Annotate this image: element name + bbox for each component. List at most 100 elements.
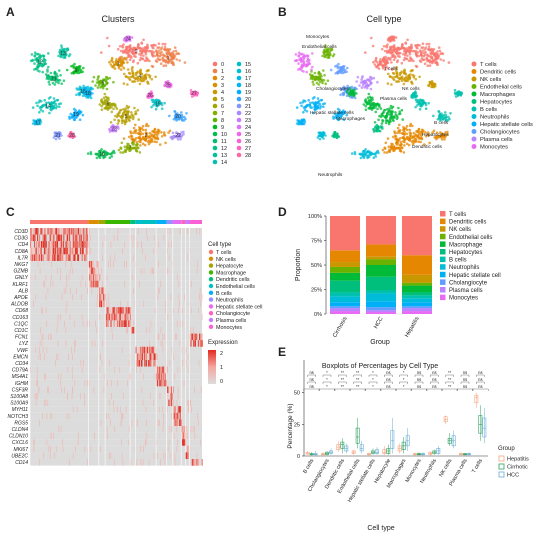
heatmap-cell: [82, 254, 83, 261]
cluster-blob: [65, 62, 85, 75]
bar-segment: [330, 306, 360, 309]
umap-point: [101, 82, 104, 85]
heatmap-cell: [91, 340, 93, 347]
umap-point: [173, 46, 177, 49]
heatmap-cell: [108, 307, 110, 314]
umap-point: [369, 81, 373, 85]
heatmap-cell: [51, 261, 52, 268]
umap-point: [149, 92, 153, 96]
umap-point: [139, 47, 143, 51]
umap-point: [133, 54, 136, 58]
heatmap-cell: [107, 320, 109, 327]
heatmap-cell: [194, 333, 195, 341]
heatmap-cell: [157, 333, 159, 341]
heatmap-cell: [96, 261, 97, 268]
umap-point: [317, 72, 320, 75]
umap-point: [176, 138, 180, 141]
heatmap-cell: [173, 406, 175, 413]
heatmap-cell: [186, 445, 188, 453]
expr-tick-mid: 1: [220, 365, 223, 371]
cluster-blob: [31, 96, 62, 115]
umap-point: [127, 135, 131, 139]
umap-point: [308, 73, 312, 76]
umap-point: [408, 131, 412, 134]
umap-point: [123, 122, 127, 126]
legend-label: Plasma cells: [449, 288, 483, 294]
umap-point: [124, 45, 128, 49]
umap-point: [297, 120, 301, 123]
heatmap-cell: [74, 234, 76, 242]
umap-point: [131, 146, 135, 150]
umap-point: [91, 80, 94, 83]
umap-point: [130, 137, 133, 140]
significance-label: **: [448, 384, 452, 389]
heatmap-cell: [135, 346, 137, 354]
heatmap-cell: [92, 267, 94, 275]
umap-point: [394, 135, 398, 138]
umap-cluster-label: 12: [37, 60, 43, 66]
heatmap-cell: [72, 452, 74, 459]
umap-cluster-label: 11: [51, 76, 56, 82]
heatmap-cell: [182, 320, 184, 327]
heatmap-cell: [77, 439, 79, 446]
umap-celltype-label: Endothelial cells: [302, 44, 337, 50]
heatmap-cell: [194, 333, 196, 341]
umap-point: [384, 58, 388, 61]
bar-segment: [330, 272, 360, 281]
heatmap-cell: [67, 393, 68, 400]
heatmap-cell: [30, 366, 31, 374]
legend-label: 11: [221, 139, 227, 145]
umap-point: [62, 48, 66, 51]
legend-label: 13: [221, 153, 227, 159]
umap-point: [403, 69, 407, 73]
legend-label: HCC: [507, 473, 519, 479]
umap-point: [311, 52, 314, 55]
gene-label: C1QC: [14, 321, 28, 327]
annotation-bar: [181, 220, 186, 224]
umap-point: [374, 151, 378, 155]
legend-swatch: [208, 277, 214, 282]
heatmap-cell: [45, 241, 47, 248]
heatmap-cell: [60, 247, 62, 255]
heatmap-cell: [197, 412, 198, 420]
heatmap-cell: [62, 241, 64, 248]
heatmap-cell: [177, 366, 179, 374]
cluster-blob: [122, 35, 134, 43]
heatmap-cell: [106, 426, 108, 433]
cluster-blob: [109, 104, 140, 126]
umap-point: [396, 116, 399, 119]
legend-label: Plasma cells: [216, 318, 247, 324]
umap-point: [53, 83, 57, 86]
legend-swatch: [440, 226, 446, 232]
heatmap-cell: [165, 379, 167, 387]
umap-point: [339, 93, 342, 97]
heatmap-cell: [41, 333, 43, 341]
heatmap-cell: [133, 287, 134, 294]
umap-point: [430, 85, 433, 89]
legend-label: Cirrhotic: [507, 465, 528, 471]
umap-point: [162, 64, 165, 67]
umap-point: [353, 152, 357, 156]
umap-point: [363, 82, 366, 85]
heatmap-cell: [82, 228, 84, 235]
heatmap-cell: [95, 274, 97, 281]
umap-point: [130, 135, 134, 138]
heatmap-cell: [115, 307, 117, 314]
significance-label: *: [326, 384, 328, 389]
heatmap-cell: [94, 280, 96, 288]
heatmap-cell: [173, 412, 175, 420]
umap-point: [160, 107, 164, 110]
umap-point: [177, 133, 180, 137]
heatmap-cell: [69, 313, 71, 321]
legend-swatch: [236, 103, 242, 109]
umap-point: [162, 131, 166, 134]
umap-point: [322, 69, 325, 72]
umap-point: [86, 152, 90, 155]
umap-point: [105, 81, 109, 85]
heatmap-cell: [77, 241, 79, 248]
heatmap-cell: [149, 327, 151, 334]
legend-swatch: [212, 110, 218, 116]
heatmap-cell: [128, 307, 130, 314]
heatmap-cell: [141, 241, 142, 248]
legend-label: NK cells: [480, 77, 501, 83]
